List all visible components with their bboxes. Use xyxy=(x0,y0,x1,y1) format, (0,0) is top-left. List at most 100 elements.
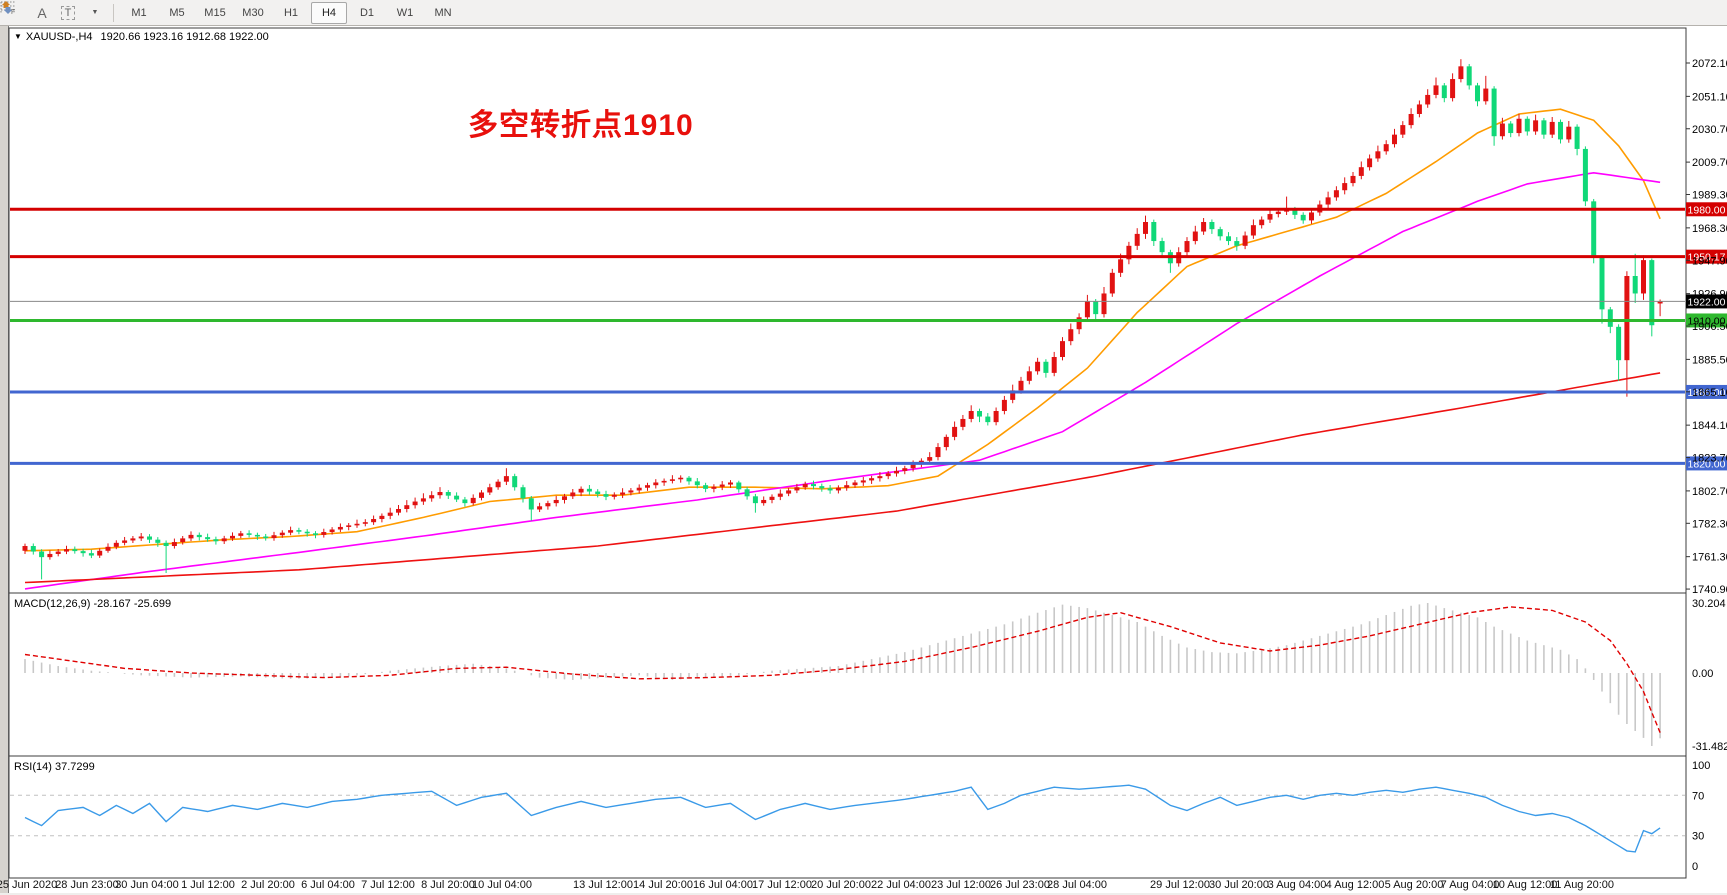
candle-body xyxy=(1358,167,1364,176)
rsi-scale-label: 30 xyxy=(1692,831,1704,843)
candle-body xyxy=(935,447,941,458)
candle-body xyxy=(1416,104,1422,114)
time-axis-label: 25 Jun 2020 xyxy=(0,879,57,891)
candle-body xyxy=(636,487,642,491)
candle-body xyxy=(562,496,567,500)
candle-body xyxy=(470,497,476,504)
macd-signal-line xyxy=(24,606,1661,733)
ma-mid-line xyxy=(24,171,1661,590)
candle-body xyxy=(371,519,377,523)
price-tick-label: 1782.30 xyxy=(1692,518,1727,530)
candle-body xyxy=(694,481,700,486)
timeframe-button-D1[interactable]: D1 xyxy=(359,6,375,19)
time-axis-label: 14 Jul 20:00 xyxy=(633,879,693,891)
candle-body xyxy=(88,553,94,556)
candle-body xyxy=(927,457,933,461)
candle-body xyxy=(238,533,244,536)
label-tool-icon[interactable]: A xyxy=(37,4,47,21)
price-tick-label: 1844.10 xyxy=(1692,420,1727,432)
macd-scale-label: 0.00 xyxy=(1692,668,1713,680)
candle-body xyxy=(1558,121,1563,140)
candle-body xyxy=(960,418,966,427)
candle-body xyxy=(1491,88,1497,137)
candle-body xyxy=(221,538,227,542)
candle-body xyxy=(1076,317,1082,330)
text-tool-icon[interactable]: T xyxy=(56,3,80,23)
dropdown-caret-icon[interactable]: ▼ xyxy=(91,9,99,16)
candle-body xyxy=(1043,361,1049,373)
candle-body xyxy=(412,501,418,506)
macd-scale-label: 30.204 xyxy=(1692,598,1726,610)
candle-body xyxy=(686,477,692,482)
candle-body xyxy=(30,546,36,552)
ma-fast-line xyxy=(24,108,1661,552)
timeframe-button-M30[interactable]: M30 xyxy=(242,6,264,19)
timeframe-button-M15[interactable]: M15 xyxy=(204,6,226,19)
candle-body xyxy=(835,487,841,491)
chart-annotation-text[interactable]: 多空转折点1910 xyxy=(468,109,694,142)
candle-body xyxy=(1375,151,1381,159)
candle-body xyxy=(545,503,551,507)
rsi-indicator-label: RSI(14) 37.7299 xyxy=(14,761,95,773)
candle-body xyxy=(1458,66,1464,80)
timeframe-button-M1[interactable]: M1 xyxy=(131,6,147,19)
window-bottom-strip xyxy=(0,893,1727,895)
candle-body xyxy=(1159,241,1165,253)
price-tick-label: 2072.10 xyxy=(1692,58,1727,70)
time-axis-label: 6 Jul 04:00 xyxy=(301,879,355,891)
candle-body xyxy=(1591,201,1597,257)
candle-body xyxy=(321,532,327,535)
candle-body xyxy=(744,489,750,497)
candle-body xyxy=(379,515,385,520)
price-tick-label: 1740.90 xyxy=(1692,584,1727,596)
candle-body xyxy=(811,484,816,487)
price-badge-label: 1865.00 xyxy=(1688,387,1726,399)
candle-body xyxy=(163,542,169,547)
time-axis-label: 28 Jun 23:00 xyxy=(55,879,119,891)
candle-body xyxy=(786,490,792,494)
rsi-scale-label: 70 xyxy=(1692,790,1704,802)
macd-panel-border xyxy=(8,592,1687,758)
symbol-dropdown-icon[interactable]: ▼ xyxy=(14,32,22,41)
price-badge xyxy=(1686,294,1727,309)
candle-body xyxy=(968,411,974,419)
time-axis-label: 4 Aug 12:00 xyxy=(1326,879,1385,891)
candle-body xyxy=(1649,260,1655,326)
macd-indicator-label: MACD(12,26,9) -28.167 -25.699 xyxy=(14,598,172,610)
price-axis[interactable]: 2072.10 2051.10 2030.70 2009.70 1989.30 1968.… xyxy=(1686,58,1727,596)
candle-body xyxy=(1242,235,1248,246)
price-badge xyxy=(1686,202,1727,217)
arrow-objects-tool-icon[interactable]: ▼ xyxy=(2,1,106,23)
candle-body xyxy=(138,536,144,539)
candle-body xyxy=(728,482,733,485)
candle-body xyxy=(769,496,775,500)
candle-body xyxy=(877,476,883,479)
timeframe-button-H1[interactable]: H1 xyxy=(283,6,299,19)
candle-body xyxy=(1508,123,1514,134)
timeframe-button-H4[interactable]: H4 xyxy=(311,1,347,24)
time-axis-label: 26 Jul 23:00 xyxy=(990,879,1050,891)
candle-body xyxy=(503,476,509,482)
candle-body xyxy=(669,479,675,481)
candle-body xyxy=(147,536,152,540)
time-axis-label: 11 Aug 20:00 xyxy=(1550,879,1614,891)
candle-body xyxy=(827,488,833,491)
timeframe-button-W1[interactable]: W1 xyxy=(396,6,414,19)
candle-body xyxy=(1441,85,1447,99)
candle-body xyxy=(678,477,684,480)
candle-body xyxy=(1001,399,1007,412)
timeframe-button-M5[interactable]: M5 xyxy=(169,6,185,19)
price-tick-label: 1968.30 xyxy=(1692,223,1727,235)
candle-body xyxy=(404,505,410,510)
candle-body xyxy=(819,486,825,489)
candle-body xyxy=(645,485,650,488)
candle-body xyxy=(902,468,908,471)
time-axis-label: 30 Jul 20:00 xyxy=(1209,879,1269,891)
candle-body xyxy=(1425,94,1431,105)
candle-body xyxy=(603,494,609,497)
candle-body xyxy=(155,539,161,543)
timeframe-button-MN[interactable]: MN xyxy=(434,6,452,19)
